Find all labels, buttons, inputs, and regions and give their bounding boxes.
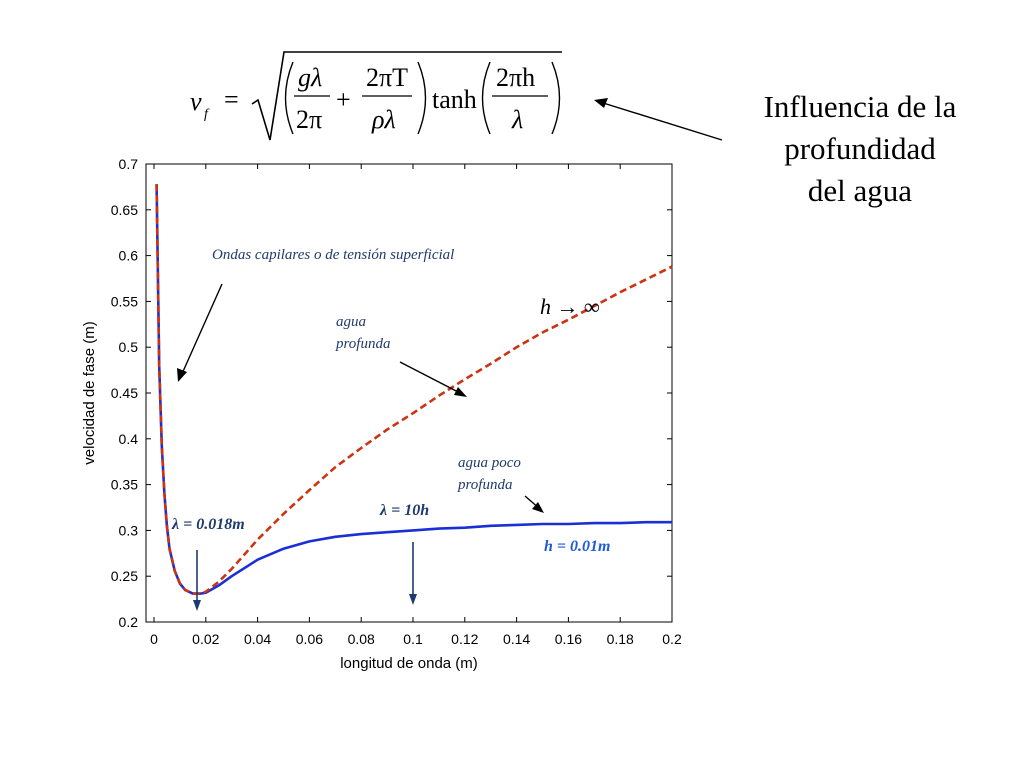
y-tick-label: 0.5 — [119, 339, 139, 355]
formula-t1-den: 2π — [296, 105, 322, 134]
x-tick-label: 0.1 — [403, 631, 423, 647]
y-tick-label: 0.45 — [111, 385, 138, 401]
shallow-water-label-line-2: profunda — [458, 477, 513, 493]
phase-velocity-formula: v f = gλ 2π + 2πT ρλ tanh 2πh λ — [190, 51, 562, 141]
x-tick-label: 0.18 — [607, 631, 634, 647]
lambda-10h-label: λ = 10h — [380, 502, 430, 519]
formula-t2-num: 2πT — [366, 63, 408, 92]
h-infinity-label: h → ∞ — [540, 294, 600, 319]
side-title: Influencia de la profundidad del agua — [740, 86, 980, 212]
side-title-line-2: profundidad — [784, 131, 936, 166]
side-title-line-3: del agua — [807, 173, 913, 208]
deep-water-label-line-2: profunda — [336, 336, 391, 352]
x-tick-label: 0.02 — [192, 631, 219, 647]
y-tick-label: 0.7 — [119, 156, 139, 172]
x-tick-label: 0.2 — [662, 631, 682, 647]
left-paren — [284, 61, 294, 135]
y-tick-label: 0.4 — [119, 431, 139, 447]
y-tick-label: 0.35 — [111, 477, 138, 493]
formula-t2-den: ρλ — [371, 105, 396, 134]
y-tick-label: 0.65 — [111, 202, 138, 218]
y-tick-label: 0.3 — [119, 522, 139, 538]
y-tick-label: 0.55 — [111, 293, 138, 309]
y-tick-label: 0.25 — [111, 568, 138, 584]
formula-tanh: tanh — [432, 85, 477, 114]
x-tick-label: 0.04 — [244, 631, 271, 647]
x-tick-label: 0.06 — [296, 631, 323, 647]
y-tick-label: 0.6 — [119, 248, 139, 264]
deep-water-series-line — [155, 184, 673, 595]
x-tick-label: 0.12 — [451, 631, 478, 647]
lambda-min-arrow — [193, 600, 201, 611]
sqrt-sign — [251, 51, 562, 141]
x-tick-label: 0.14 — [503, 631, 530, 647]
marker-arrows — [193, 542, 417, 611]
x-tick-label: 0.08 — [348, 631, 375, 647]
y-axis-label: velocidad de fase (m) — [81, 321, 98, 464]
x-tick-label: 0.16 — [555, 631, 582, 647]
deep-water-arrow — [399, 361, 463, 395]
deep-water-label-line-1: agua — [336, 314, 366, 330]
shallow-water-label-line-1: agua poco — [458, 455, 521, 471]
side-title-line-1: Influencia de la — [763, 89, 957, 124]
x-axis-label: longitud de onda (m) — [340, 655, 478, 672]
shallow-water-label: agua poco profunda — [458, 452, 521, 496]
formula-t3-num: 2πh — [496, 63, 535, 92]
formula-t1-num: gλ — [298, 63, 322, 92]
right-paren — [417, 61, 427, 135]
annotation-arrows — [177, 98, 723, 513]
formula-lhs: v — [190, 87, 202, 116]
lambda-min-label: λ = 0.018m — [172, 516, 245, 533]
x-tick-label: 0 — [150, 631, 158, 647]
formula-lhs-subscript: f — [204, 107, 210, 122]
lambda-10h-arrow — [409, 594, 417, 605]
formula-t3-den: λ — [511, 105, 523, 134]
formula-plus: + — [336, 85, 351, 114]
capillary-arrow — [180, 283, 223, 377]
h-value-label: h = 0.01m — [544, 538, 611, 555]
formula-equals: = — [224, 85, 239, 114]
title-arrow — [599, 101, 723, 141]
y-tick-label: 0.2 — [119, 614, 139, 630]
deep-water-label: agua profunda — [336, 311, 390, 355]
capillary-waves-label: Ondas capilares o de tensión superficial — [212, 247, 455, 263]
